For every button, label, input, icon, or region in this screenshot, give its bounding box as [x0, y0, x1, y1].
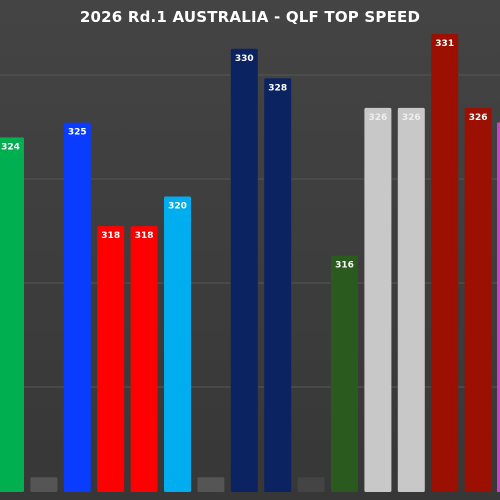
bar-value-label: 318	[135, 231, 154, 241]
bar	[97, 226, 125, 492]
bar	[63, 122, 91, 492]
bar-value-label: 316	[335, 261, 354, 271]
bar-value-label: 326	[369, 113, 388, 123]
bar-labels: 324 325 318 318 320 330 328 316 326 326 331 326	[1, 39, 487, 271]
bar-value-label: 326	[402, 113, 421, 123]
bar	[164, 196, 191, 492]
bar-value-label: 320	[168, 202, 187, 212]
bar	[331, 255, 358, 492]
bars	[0, 34, 500, 493]
bar-value-label: 330	[235, 54, 254, 64]
bar	[397, 107, 425, 493]
bar	[130, 226, 158, 492]
bar-edge-partial	[497, 122, 500, 492]
bar-value-label: 325	[68, 128, 87, 138]
bar	[197, 477, 225, 492]
bar-value-label: 331	[435, 39, 454, 49]
bar	[431, 34, 459, 492]
bar-value-label: 318	[101, 231, 120, 241]
bar	[30, 477, 58, 492]
bar	[364, 107, 392, 493]
bar	[0, 137, 24, 492]
bar-value-label: 324	[1, 142, 20, 152]
bar-value-label: 328	[268, 83, 287, 93]
bar	[464, 107, 492, 493]
bar-value-label: 326	[469, 113, 488, 123]
bar	[297, 477, 325, 492]
bar	[264, 78, 292, 493]
chart-title: 2026 Rd.1 AUSTRALIA - QLF TOP SPEED	[79, 8, 421, 26]
bar	[230, 48, 258, 493]
